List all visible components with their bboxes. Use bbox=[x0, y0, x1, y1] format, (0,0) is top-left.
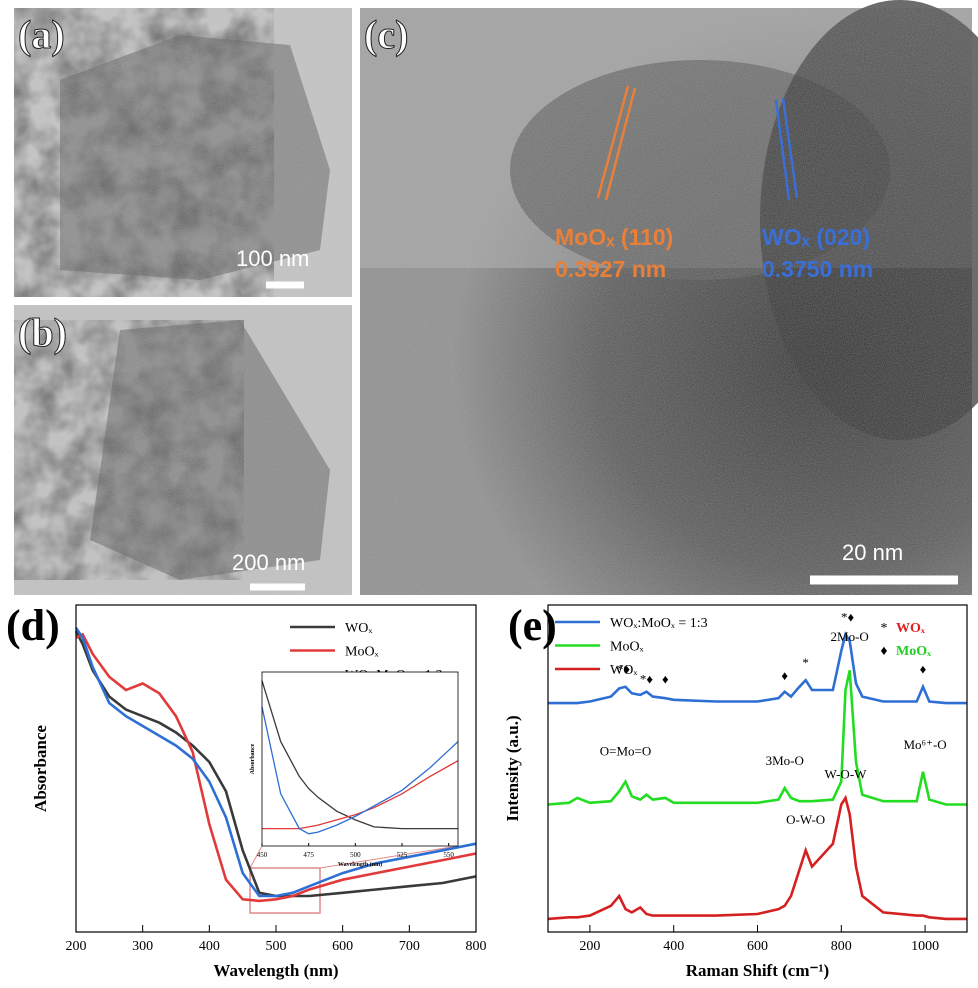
x-axis-label: Raman Shift (cm⁻¹) bbox=[686, 961, 829, 980]
x-tick-label: 400 bbox=[199, 939, 220, 954]
x-tick-label: 300 bbox=[132, 939, 153, 954]
series-line bbox=[548, 631, 967, 705]
x-tick-label: 600 bbox=[332, 939, 353, 954]
zoom-line bbox=[249, 845, 263, 869]
series-line bbox=[547, 670, 967, 806]
x-tick-label: 450 bbox=[257, 851, 268, 859]
legend-label: WOₓ bbox=[610, 663, 638, 678]
x-axis-label: Wavelength (nm) bbox=[338, 861, 382, 868]
zoom-box bbox=[249, 867, 321, 914]
x-axis-label: Wavelength (nm) bbox=[213, 961, 338, 980]
inset-background bbox=[262, 672, 458, 846]
x-tick-label: 400 bbox=[663, 939, 684, 954]
scale-bar-label: 20 nm bbox=[842, 540, 903, 565]
tem-image-c bbox=[360, 0, 978, 595]
tem-image-a bbox=[14, 8, 352, 297]
x-tick-label: 500 bbox=[350, 851, 361, 859]
y-axis-label: Absorbance bbox=[31, 725, 50, 812]
x-tick-label: 700 bbox=[399, 939, 420, 954]
x-tick-label: 475 bbox=[303, 851, 314, 859]
legend-label: MoOₓ bbox=[345, 645, 380, 660]
legend-label: WOₓ bbox=[345, 621, 373, 636]
peak-annotation: O=Mo=O bbox=[600, 743, 652, 758]
panel-label: (b) bbox=[18, 310, 67, 355]
x-tick-label: 525 bbox=[397, 851, 408, 859]
peak-legend-symbol: ♦ bbox=[880, 644, 887, 659]
y-axis-label: Absorbance bbox=[250, 743, 256, 774]
plot-frame bbox=[75, 604, 477, 933]
peak-annotation: ♦ bbox=[920, 662, 927, 677]
panel-label: (a) bbox=[18, 12, 65, 57]
scale-bar-label: 200 nm bbox=[232, 550, 305, 575]
x-tick-label: 550 bbox=[443, 851, 454, 859]
peak-annotation: ♦ bbox=[662, 671, 669, 686]
peak-annotation: * bbox=[802, 655, 809, 670]
peak-annotation: ♦ bbox=[781, 668, 788, 683]
peak-annotation: *♦ bbox=[841, 609, 855, 624]
x-tick-label: 200 bbox=[66, 939, 87, 954]
peak-annotation: O-W-O bbox=[786, 812, 825, 827]
plot-frame bbox=[547, 604, 968, 933]
peak-legend-symbol: * bbox=[881, 621, 888, 636]
peak-legend-label: WOₓ bbox=[896, 621, 926, 636]
peak-annotation: *♦ bbox=[640, 671, 654, 686]
peak-legend-label: MoOₓ bbox=[896, 644, 932, 659]
x-tick-label: 500 bbox=[266, 939, 287, 954]
scale-bar-label: 100 nm bbox=[236, 246, 309, 271]
panel-label: (c) bbox=[364, 12, 408, 57]
x-tick-label: 600 bbox=[747, 939, 768, 954]
x-tick-label: 800 bbox=[831, 939, 852, 954]
series-line bbox=[261, 706, 459, 835]
series-line bbox=[74, 627, 477, 898]
peak-annotation: *♦ bbox=[617, 662, 631, 677]
lattice-annotations: MoOₓ (110) 0.3927 nm WOₓ (020) 0.3750 nm bbox=[555, 224, 873, 282]
x-tick-label: 1000 bbox=[911, 939, 939, 954]
series-line bbox=[75, 632, 477, 903]
lattice-spacing: 0.3927 nm bbox=[555, 256, 666, 282]
peak-annotation: 2Mo-O bbox=[831, 629, 869, 644]
legend-label: MoOₓ bbox=[610, 640, 645, 655]
legend-label: WOₓ:MoOₓ = 1:3 bbox=[610, 616, 708, 631]
x-tick-label: 800 bbox=[466, 939, 487, 954]
peak-annotation: 3Mo-O bbox=[766, 753, 804, 768]
series-line bbox=[261, 680, 458, 830]
zoom-line bbox=[319, 845, 459, 869]
tem-image-b bbox=[14, 305, 352, 595]
series-line bbox=[547, 794, 967, 921]
lattice-spacing: 0.3750 nm bbox=[762, 256, 873, 282]
plot-frame bbox=[261, 671, 459, 847]
series-line bbox=[74, 630, 477, 898]
peak-annotation: Mo⁶⁺-O bbox=[904, 737, 947, 752]
panel-label: (d) bbox=[6, 601, 60, 650]
lattice-plane: MoOₓ (110) bbox=[555, 224, 673, 250]
y-axis-label: Intensity (a.u.) bbox=[503, 715, 522, 821]
x-tick-label: 200 bbox=[579, 939, 600, 954]
peak-annotation: W-O-W bbox=[825, 766, 868, 781]
charts: 200 300 400 500 600 700 800 Wavelength (nm) Abso… bbox=[31, 604, 968, 980]
panel-label: (e) bbox=[508, 601, 557, 650]
lattice-plane: WOₓ (020) bbox=[762, 224, 870, 250]
series-line bbox=[262, 760, 459, 830]
